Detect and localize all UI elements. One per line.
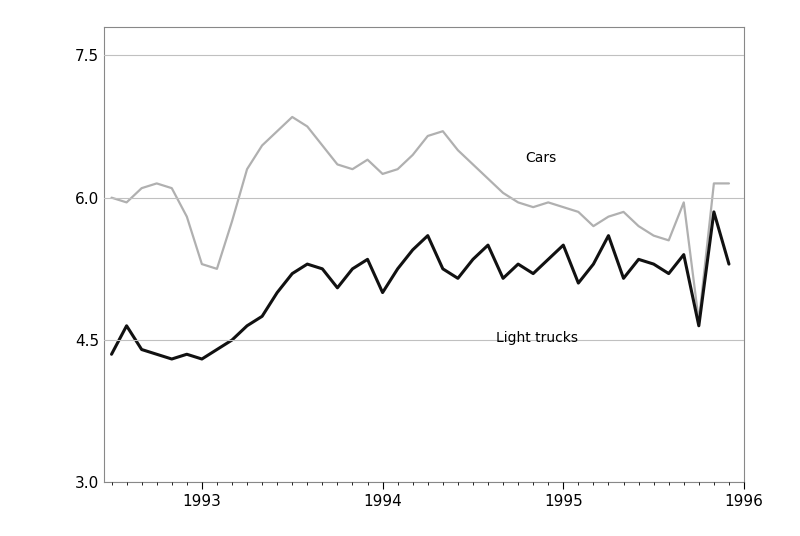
Text: Cars: Cars (526, 151, 557, 165)
Text: Light trucks: Light trucks (495, 331, 578, 345)
